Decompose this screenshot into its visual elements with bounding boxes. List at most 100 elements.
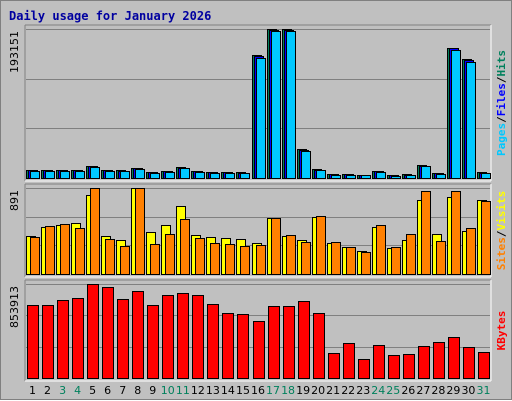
bar-pages <box>436 174 446 179</box>
legend-hits: Hits <box>495 50 508 77</box>
bar-kbytes <box>313 313 325 379</box>
bar-kbytes <box>102 287 114 379</box>
bar-pages <box>150 173 160 179</box>
series-legend: Pages/Files/Hits <box>495 50 508 156</box>
bar-sites <box>75 228 85 275</box>
day-label: 21 <box>326 384 340 397</box>
day-label: 24 <box>371 384 385 397</box>
bar-kbytes <box>132 291 144 379</box>
bar-pages <box>195 172 205 179</box>
bar-kbytes <box>343 343 355 379</box>
panel-bottom: 853913 KBytes <box>8 279 508 382</box>
day-label: 4 <box>74 384 81 397</box>
day-label: 2 <box>44 384 51 397</box>
bar-sites <box>120 246 130 275</box>
bar-pages <box>391 176 401 179</box>
bar-kbytes <box>478 352 490 379</box>
bar-sites <box>210 243 220 275</box>
bar-kbytes <box>57 300 69 379</box>
bar-sites <box>331 242 341 275</box>
bar-pages <box>361 175 371 179</box>
bar-pages <box>75 171 85 179</box>
bar-kbytes <box>87 284 99 379</box>
bar-sites <box>406 234 416 275</box>
series-legend: KBytes <box>495 311 508 351</box>
day-label: 23 <box>356 384 370 397</box>
bar-pages <box>421 166 431 179</box>
bar-sites <box>135 188 145 275</box>
bar-sites <box>256 245 266 275</box>
bar-sites <box>466 228 476 275</box>
bar-pages <box>60 171 70 179</box>
bar-kbytes <box>418 346 430 379</box>
bar-sites <box>361 252 371 275</box>
bar-sites <box>240 246 250 275</box>
day-label: 27 <box>416 384 430 397</box>
day-label: 11 <box>176 384 190 397</box>
bar-pages <box>346 175 356 179</box>
day-label: 22 <box>341 384 355 397</box>
bar-sites <box>165 234 175 275</box>
day-label: 28 <box>431 384 445 397</box>
day-label: 31 <box>476 384 490 397</box>
bar-kbytes <box>373 345 385 379</box>
bar-pages <box>45 171 55 179</box>
y-max-label: 853913 <box>8 286 21 328</box>
bar-sites <box>60 224 70 275</box>
bar-sites <box>180 219 190 275</box>
bar-kbytes <box>268 306 280 379</box>
day-label: 17 <box>266 384 280 397</box>
y-max-label: 193151 <box>8 31 21 73</box>
bar-sites <box>90 188 100 275</box>
bar-kbytes <box>162 295 174 379</box>
bar-kbytes <box>448 337 460 379</box>
day-label: 12 <box>191 384 205 397</box>
bar-kbytes <box>72 298 84 379</box>
bar-kbytes <box>117 299 129 379</box>
bar-sites <box>316 216 326 275</box>
bar-sites <box>105 239 115 275</box>
bar-kbytes <box>433 342 445 379</box>
bar-kbytes <box>253 321 265 379</box>
day-label: 13 <box>206 384 220 397</box>
bar-kbytes <box>283 306 295 379</box>
legend-separator: / <box>495 116 508 123</box>
bar-pages <box>165 172 175 179</box>
bar-sites <box>45 226 55 275</box>
bar-pages <box>210 173 220 179</box>
bar-kbytes <box>27 305 39 379</box>
legend-separator: / <box>495 230 508 237</box>
legend-sites: Sites <box>495 237 508 270</box>
bar-kbytes <box>358 359 370 379</box>
day-label: 20 <box>311 384 325 397</box>
bar-pages <box>376 172 386 179</box>
bar-sites <box>195 238 205 275</box>
chart-title: Daily usage for January 2026 <box>9 9 211 23</box>
bar-sites <box>436 241 446 275</box>
bar-pages <box>271 31 281 179</box>
bar-sites <box>421 191 431 275</box>
bar-pages <box>225 173 235 179</box>
day-label: 19 <box>296 384 310 397</box>
bar-kbytes <box>298 301 310 379</box>
bar-kbytes <box>463 347 475 379</box>
bar-kbytes <box>403 354 415 379</box>
day-label: 15 <box>236 384 250 397</box>
day-label: 6 <box>104 384 111 397</box>
panel-middle: 891 Sites/Visits <box>8 183 508 278</box>
bar-kbytes <box>328 353 340 379</box>
bar-sites <box>346 247 356 275</box>
bar-sites <box>301 242 311 275</box>
bar-sites <box>271 218 281 275</box>
day-label: 26 <box>401 384 415 397</box>
day-label: 25 <box>386 384 400 397</box>
day-label: 5 <box>89 384 96 397</box>
bar-sites <box>286 235 296 275</box>
day-label: 30 <box>461 384 475 397</box>
bar-pages <box>406 175 416 179</box>
bar-pages <box>301 151 311 179</box>
day-label: 10 <box>161 384 175 397</box>
bar-pages <box>481 173 491 179</box>
